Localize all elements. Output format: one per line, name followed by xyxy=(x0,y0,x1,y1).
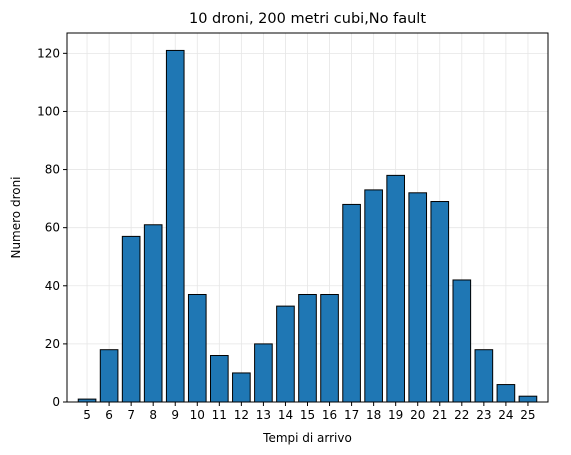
x-tick-label: 21 xyxy=(432,408,447,422)
x-tick-label: 25 xyxy=(520,408,535,422)
bar-6 xyxy=(99,349,119,403)
bar-18 xyxy=(364,189,383,403)
bar-9 xyxy=(165,49,185,403)
x-tick-label: 10 xyxy=(190,408,205,422)
y-tick-label: 120 xyxy=(37,46,60,60)
bar-21 xyxy=(430,201,450,403)
x-tick-label: 13 xyxy=(256,408,271,422)
y-tick-label: 60 xyxy=(45,221,60,235)
x-tick-label: 7 xyxy=(127,408,135,422)
x-tick-label: 11 xyxy=(212,408,227,422)
x-tick-label: 18 xyxy=(366,408,381,422)
bar-14 xyxy=(276,305,295,403)
x-tick-label: 17 xyxy=(344,408,359,422)
y-tick-label: 40 xyxy=(45,279,60,293)
x-tick-label: 16 xyxy=(322,408,337,422)
bar-22 xyxy=(452,279,472,403)
y-tick-label: 100 xyxy=(37,104,60,118)
bar-7 xyxy=(121,235,141,403)
bar-23 xyxy=(474,349,494,403)
chart-title: 10 droni, 200 metri cubi,No fault xyxy=(189,11,426,27)
x-axis-label: Tempi di arrivo xyxy=(262,431,352,445)
x-tick-label: 15 xyxy=(300,408,315,422)
y-tick-label: 80 xyxy=(45,163,60,177)
bar-25 xyxy=(518,395,538,403)
x-tick-label: 19 xyxy=(388,408,403,422)
bar-19 xyxy=(386,174,405,403)
x-tick-label: 9 xyxy=(171,408,179,422)
bar-15 xyxy=(298,293,317,403)
y-tick-label: 0 xyxy=(52,395,60,409)
x-tick-label: 6 xyxy=(105,408,113,422)
x-tick-label: 23 xyxy=(476,408,491,422)
bar-13 xyxy=(254,343,273,403)
x-tick-label: 14 xyxy=(278,408,293,422)
x-tick-label: 20 xyxy=(410,408,425,422)
bar-16 xyxy=(320,293,339,403)
x-tick-label: 22 xyxy=(454,408,469,422)
x-tick-label: 5 xyxy=(83,408,91,422)
y-axis-ticks: 0 20 40 60 80 100 120 xyxy=(37,46,67,409)
bar-8 xyxy=(143,224,163,403)
x-axis-ticks: 5 6 7 8 9 10 11 12 13 14 15 16 17 18 19 20 21 22 23 24 25 xyxy=(83,402,536,422)
y-tick-label: 20 xyxy=(45,337,60,351)
x-tick-label: 24 xyxy=(498,408,513,422)
bar-24 xyxy=(496,384,516,403)
bar-10 xyxy=(187,293,207,403)
x-tick-label: 12 xyxy=(234,408,249,422)
x-tick-label: 8 xyxy=(149,408,157,422)
bar-12 xyxy=(232,372,251,403)
bar-17 xyxy=(342,203,361,403)
y-axis-label: Numero droni xyxy=(9,176,23,258)
bar-11 xyxy=(210,355,229,403)
bar-20 xyxy=(408,192,428,403)
